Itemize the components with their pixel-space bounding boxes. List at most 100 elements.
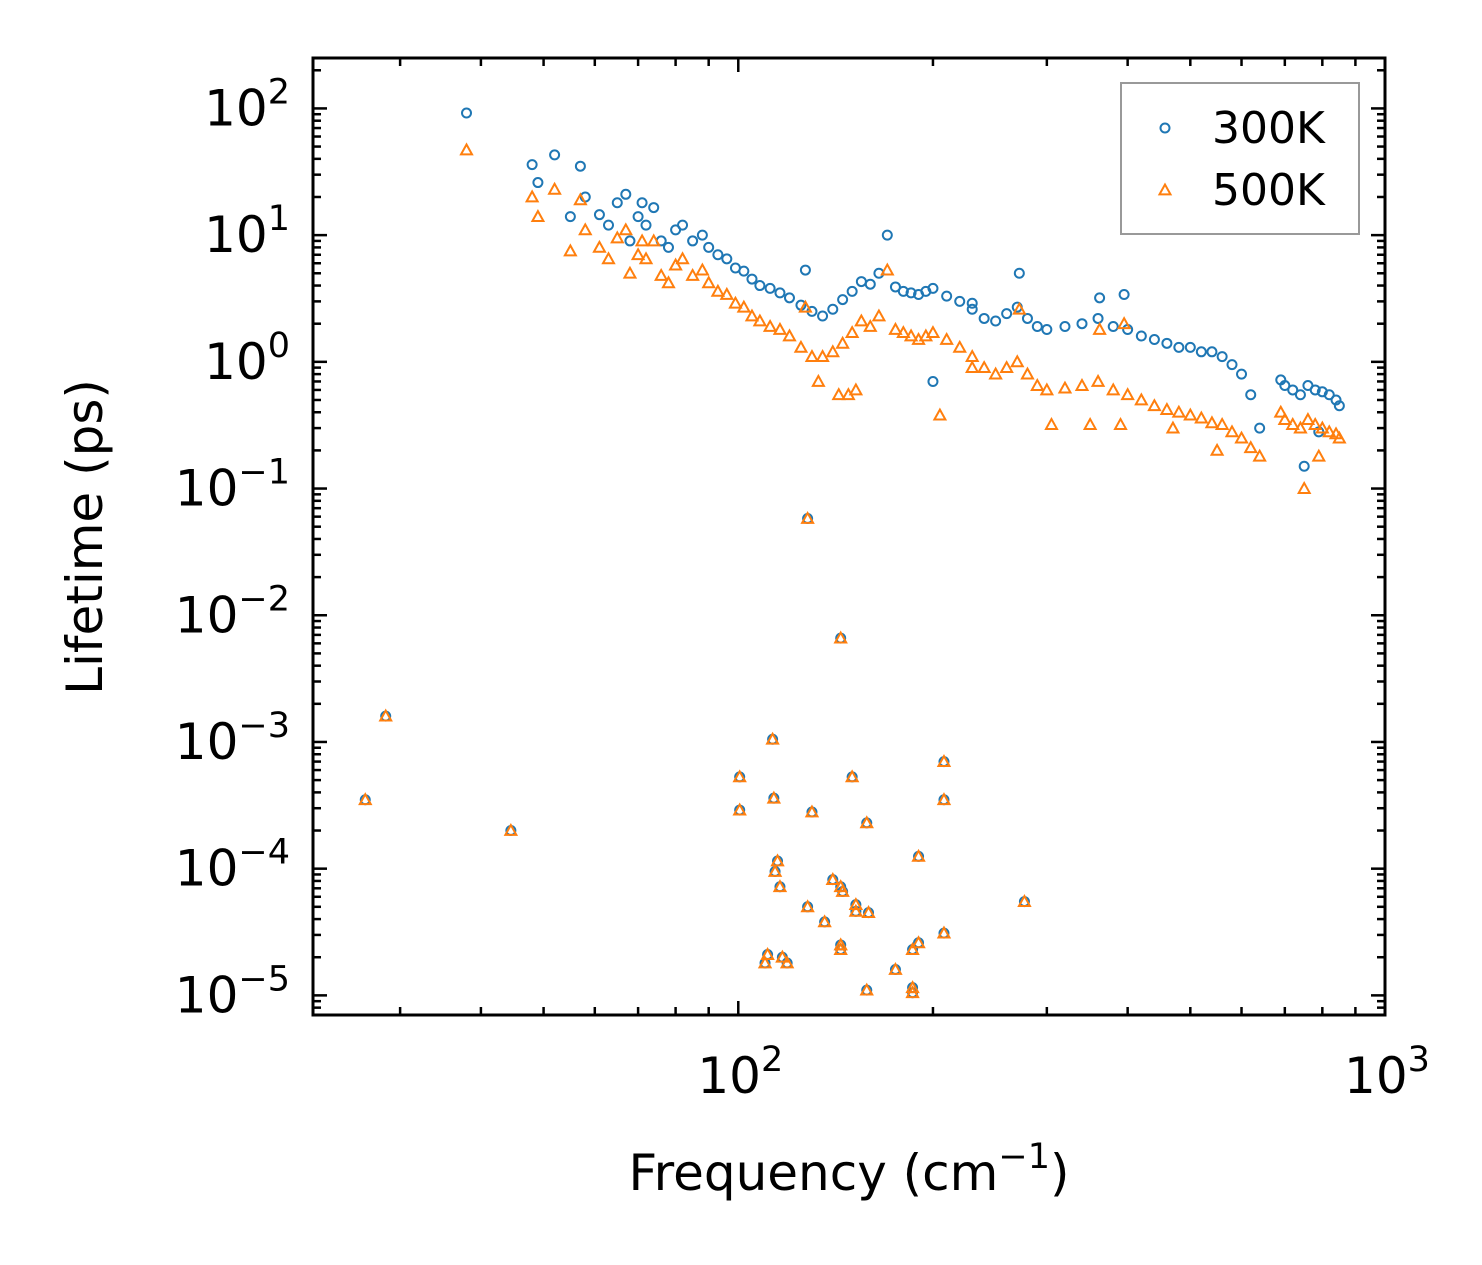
data-point [799,264,811,276]
data-point [1214,416,1230,430]
data-point [965,360,980,374]
data-point [701,275,716,289]
data-point [1173,341,1185,353]
data-point [871,308,887,322]
data-point [1194,410,1209,424]
data-point [746,273,758,285]
data-point [825,872,840,885]
data-point [766,790,782,804]
data-point [687,235,699,247]
data-point [846,285,858,297]
data-point [526,159,538,171]
data-point [817,914,832,928]
data-point [1293,420,1308,434]
data-point [817,310,829,322]
data-point [662,241,674,253]
data-point [675,251,690,265]
data-point [831,387,846,401]
data-point [770,853,785,867]
data-point [1296,480,1312,494]
data-point [1298,460,1310,472]
data-point [1279,380,1291,392]
data-point [738,265,750,277]
data-point [1236,368,1248,380]
data-point [593,209,605,221]
data-point [1277,412,1293,426]
data-point [695,262,710,276]
data-point [1012,301,1027,315]
data-point [574,160,586,172]
data-point [696,229,708,241]
data-point [880,262,895,276]
data-point [736,299,752,313]
data-point [610,230,625,244]
data-point [1030,377,1045,391]
data-point [646,233,661,247]
data-point [1184,341,1196,353]
data-point [1309,384,1321,396]
data-point [634,233,650,247]
data-point [632,211,644,223]
data-point [800,510,815,524]
data-point [1195,346,1207,358]
data-point [1204,415,1220,429]
data-point [1333,400,1345,412]
data-point [859,815,874,829]
data-point [703,241,715,253]
data-point [1057,380,1073,394]
data-point [732,769,747,783]
data-point [503,822,519,836]
data-point [905,941,920,955]
data-point [925,325,941,339]
data-point [966,303,978,315]
data-point [936,925,952,939]
data-point [911,848,926,862]
data-point [936,754,952,767]
data-point [905,980,920,994]
data-point [603,219,615,231]
x-tick-label: 103 [1344,1040,1430,1105]
data-point [721,253,733,265]
data-point [1092,312,1104,324]
data-point [854,313,869,327]
data-point [1332,430,1347,444]
series-500K [358,142,1347,999]
data-point [927,282,939,294]
data-point [1252,448,1267,462]
data-point [941,290,953,302]
data-point [1001,308,1013,320]
data-point [896,325,911,339]
legend-box [1120,82,1360,235]
data-point [1094,292,1106,304]
data-point [952,339,967,353]
data-point [1273,404,1288,418]
data-point [1206,346,1218,358]
data-point [1287,384,1299,396]
data-point [782,328,797,342]
data-point [661,275,676,289]
data-point [988,366,1003,380]
data-point [1216,351,1228,363]
data-point [1315,420,1330,434]
data-point [1092,321,1107,335]
data-point [459,142,474,156]
data-point [1165,420,1181,434]
data-point [863,318,878,332]
data-point [927,375,939,387]
data-point [798,299,813,313]
data-point [653,267,669,281]
data-point [1120,387,1135,401]
data-point [378,708,393,722]
data-point [732,802,747,816]
data-point [1171,404,1187,418]
data-point [1308,416,1323,430]
data-point [1148,334,1160,346]
data-point [835,883,850,897]
data-point [835,335,850,349]
data-point [1161,337,1173,349]
data-point [648,202,660,214]
data-point [861,905,876,919]
plot-frame [311,56,1387,1017]
data-point [563,243,578,257]
